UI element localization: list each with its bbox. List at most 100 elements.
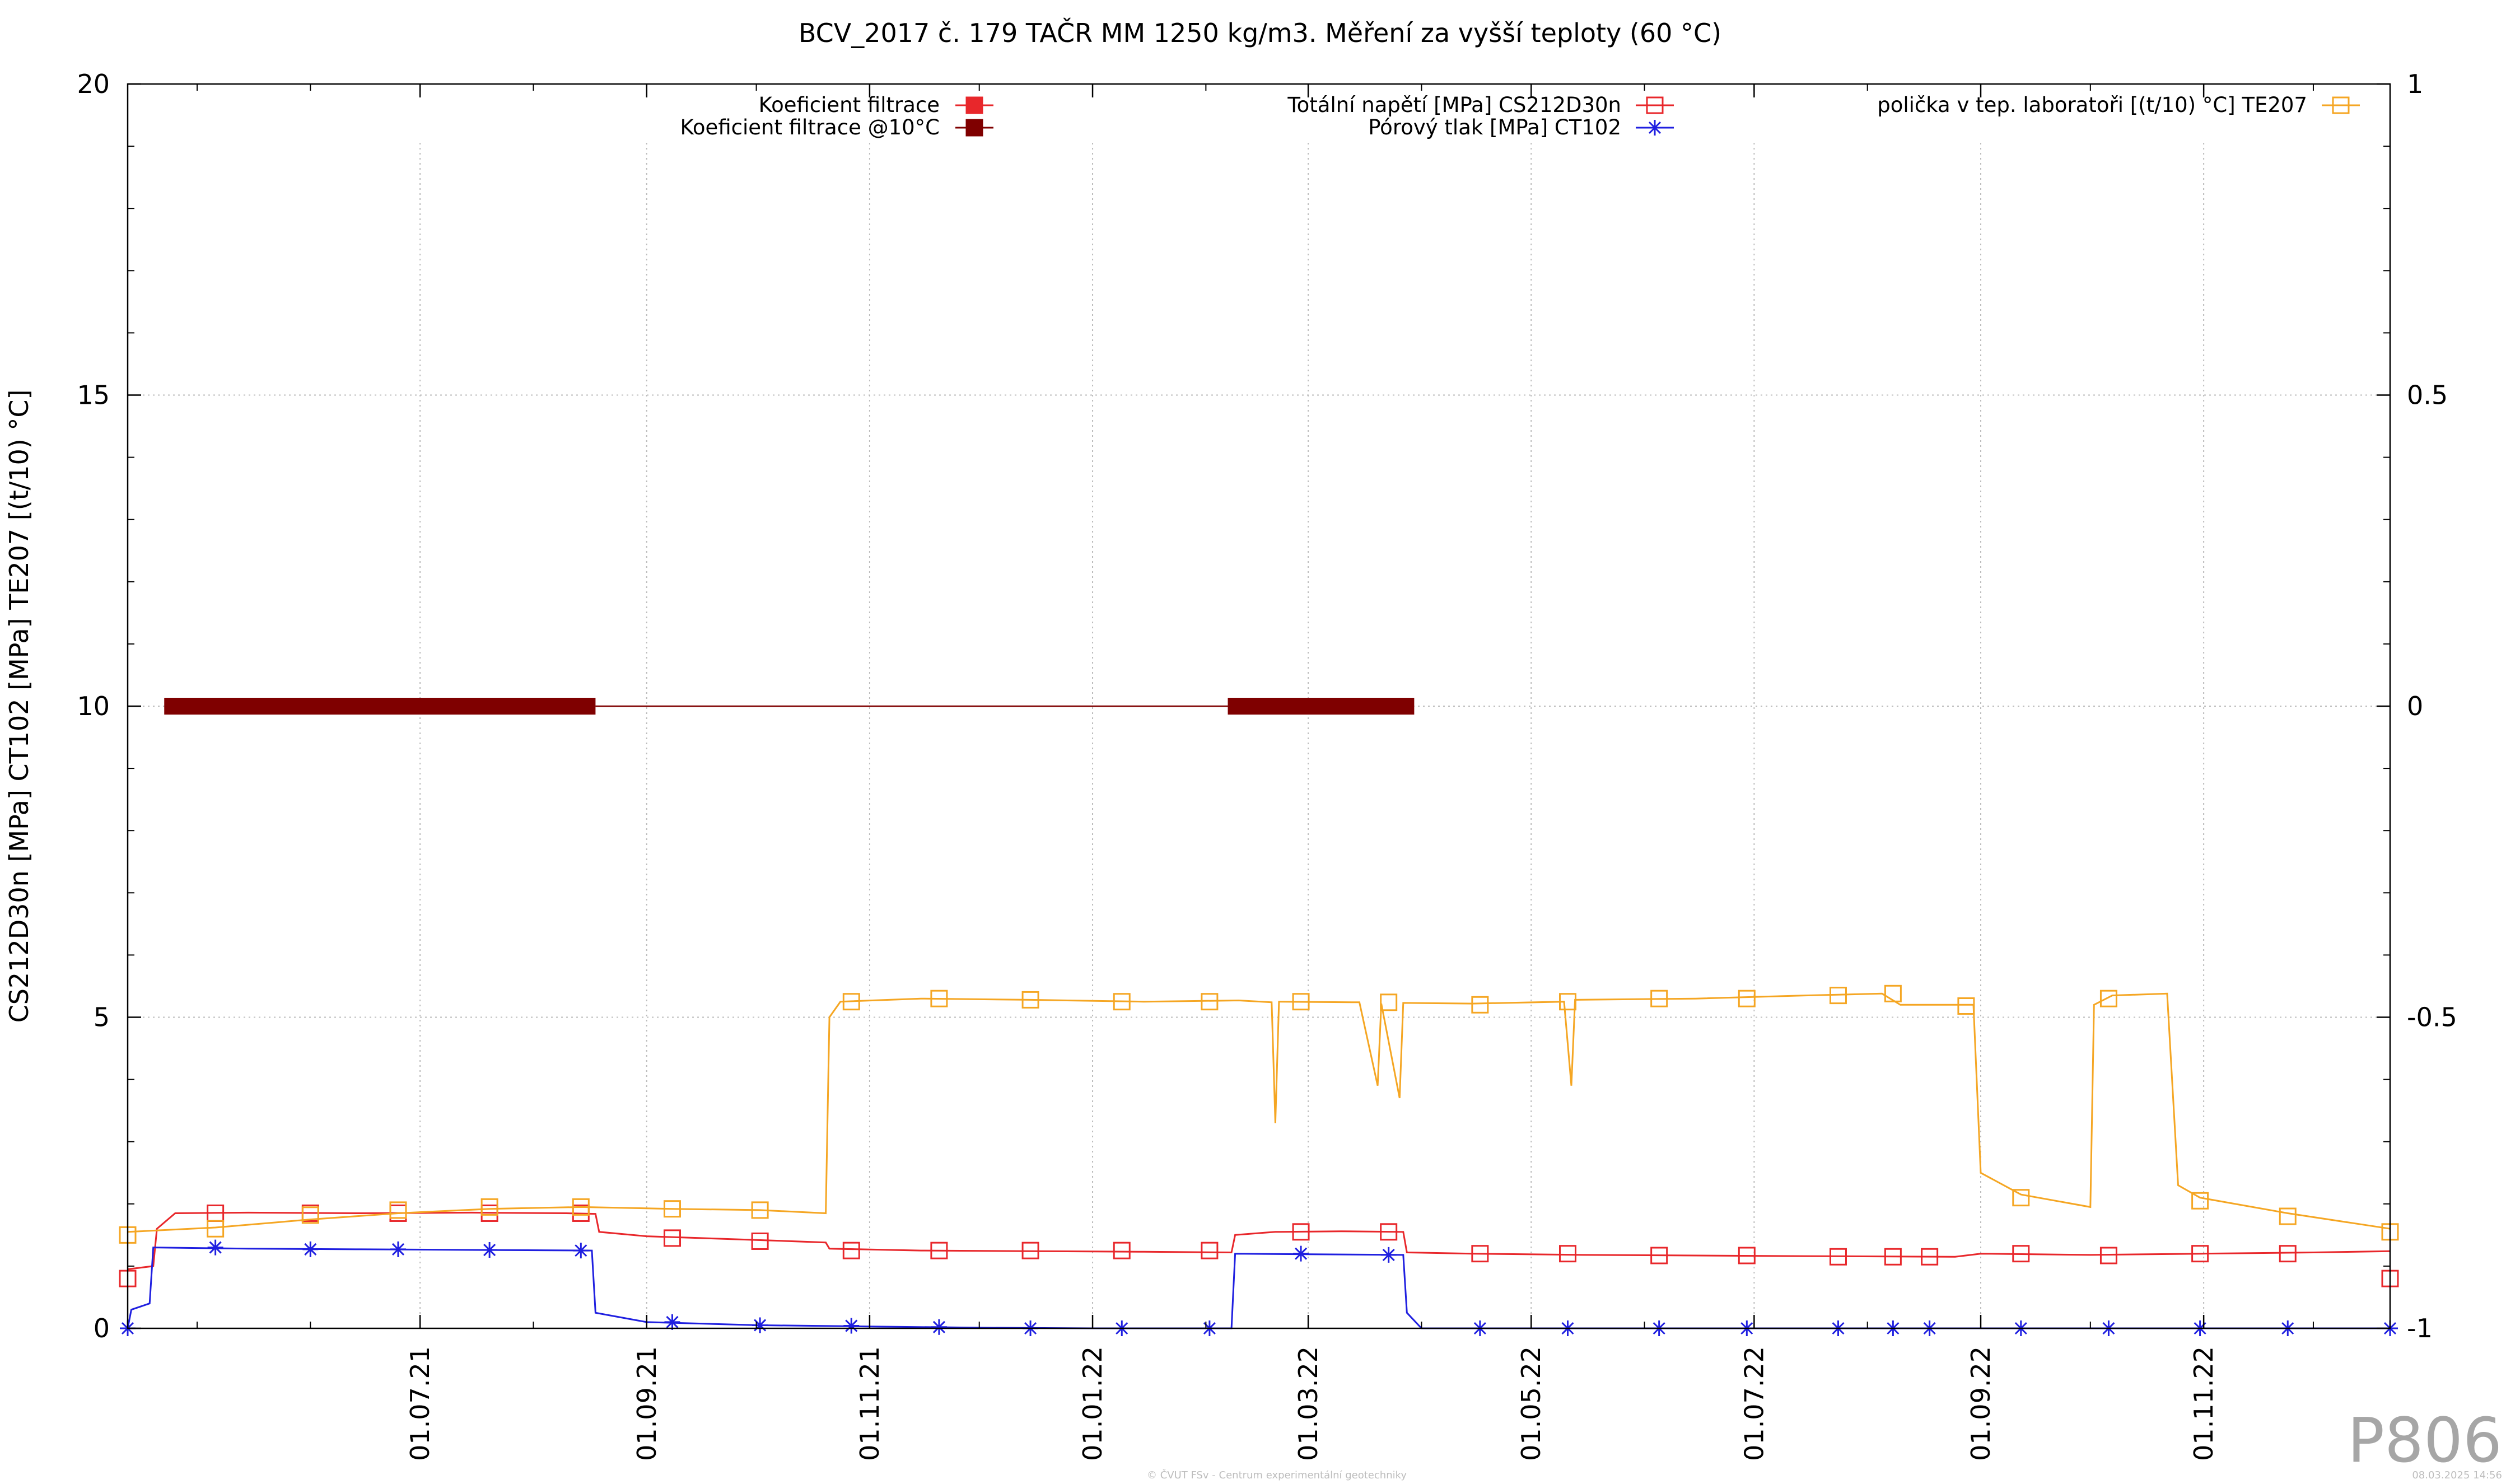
series-point-2 [2012, 1189, 2030, 1207]
series-point-1 [752, 1317, 768, 1333]
series-point-0 [1738, 1247, 1756, 1264]
x-tick-label: 01.11.22 [2188, 1346, 2219, 1461]
x-tick-label: 01.09.21 [632, 1346, 662, 1461]
series-point-2 [1113, 993, 1131, 1011]
series-point-0 [1380, 1223, 1398, 1241]
series-point-2 [1471, 996, 1489, 1014]
series-point-1 [1380, 1247, 1397, 1263]
series-point-0 [1884, 1248, 1902, 1266]
series-point-2 [1884, 984, 1902, 1002]
series-point-2 [1559, 993, 1577, 1011]
series-point-1 [207, 1239, 223, 1256]
legend-label: polička v tep. laboratoři [(t/10) °C] TE… [1877, 93, 2307, 117]
series-point-2 [663, 1200, 681, 1218]
series-point-2 [207, 1220, 225, 1238]
y-tick-label: 5 [94, 1002, 110, 1033]
x-tick-label: 01.09.22 [1966, 1346, 1996, 1461]
y-tick-label: 20 [77, 69, 110, 99]
series-point-0 [1471, 1245, 1489, 1263]
series-point-2 [1650, 990, 1668, 1007]
series-point-1 [843, 1318, 860, 1334]
x-tick-label: 01.11.21 [855, 1346, 885, 1461]
legend-label: Koeficient filtrace @10°C [680, 115, 940, 139]
series-line-0 [127, 1211, 2391, 1270]
watermark: P806 [2348, 1404, 2502, 1476]
series-point-0 [2099, 1247, 2117, 1264]
series-point-2 [2191, 1192, 2209, 1210]
y2-tick-label: 0 [2407, 691, 2423, 721]
y-tick-label: 0 [94, 1313, 110, 1343]
series-point-0 [1292, 1223, 1310, 1241]
series-point-0 [1559, 1245, 1577, 1263]
y2-tick-label: 1 [2407, 69, 2423, 99]
series-point-2 [1829, 987, 1847, 1005]
x-tick-label: 01.01.22 [1077, 1346, 1108, 1461]
series-point-2 [480, 1198, 498, 1216]
series-line-2 [127, 992, 2391, 1233]
series-point-0 [842, 1242, 860, 1259]
series-point-1 [482, 1242, 498, 1258]
series-point-0 [1829, 1248, 1847, 1266]
footer-copyright: © ČVUT FSv - Centrum experimentální geot… [1147, 1469, 1407, 1481]
series-point-0 [1021, 1242, 1039, 1259]
series-point-1 [931, 1319, 947, 1335]
x-tick-label: 01.07.22 [1739, 1346, 1769, 1461]
y2-tick-label: -1 [2407, 1313, 2433, 1343]
series-point-2 [842, 993, 860, 1011]
series-point-2 [389, 1201, 407, 1219]
legend-marker [1646, 96, 1664, 114]
series-point-2 [2279, 1207, 2297, 1225]
y-tick-label: 15 [77, 380, 110, 410]
x-tick-label: 01.07.21 [405, 1346, 435, 1461]
series-point-0 [2012, 1245, 2030, 1263]
legend-marker [2332, 96, 2350, 114]
legend-marker [1647, 120, 1663, 136]
legend-label: Totální napětí [MPa] CS212D30n [1287, 93, 1621, 117]
series-point-2 [1380, 993, 1398, 1011]
chart-title: BCV_2017 č. 179 TAČR MM 1250 kg/m3. Měře… [799, 17, 1721, 48]
series-point-1 [302, 1241, 319, 1257]
filtration-10c-block [164, 698, 596, 715]
series-point-2 [930, 990, 948, 1007]
series-point-2 [572, 1198, 590, 1216]
legend-label: Koeficient filtrace [759, 93, 940, 117]
legend-marker [965, 96, 983, 114]
series-point-0 [1113, 1242, 1131, 1259]
series-point-1 [664, 1314, 680, 1330]
series-point-0 [663, 1229, 681, 1247]
series-point-2 [1021, 991, 1039, 1009]
footer-timestamp: 08.03.2025 14:56 [2412, 1469, 2502, 1481]
grid [128, 143, 2390, 1328]
y-axis-label: CS212D30n [MPa] CT102 [MPa] TE207 [(t/10… [4, 390, 34, 1023]
ticks: 0 5 10 15 20 -1 -0.5 0 0.5 1 01.07.21 01.09.21 01.11… [77, 69, 2457, 1461]
series-point-0 [2191, 1245, 2209, 1263]
x-tick-label: 01.03.22 [1293, 1346, 1323, 1461]
y2-tick-label: 0.5 [2407, 380, 2448, 410]
series-point-2 [1201, 993, 1219, 1011]
series-point-1 [1293, 1245, 1309, 1262]
series-point-0 [751, 1232, 769, 1250]
x-tick-label: 01.05.22 [1516, 1346, 1546, 1461]
series-point-2 [1292, 993, 1310, 1011]
series-line-1 [127, 1247, 2390, 1329]
legend-marker [965, 119, 983, 137]
series-point-0 [1921, 1248, 1939, 1266]
series-point-2 [1957, 997, 1975, 1015]
y-tick-label: 10 [77, 691, 110, 721]
series-point-2 [301, 1206, 319, 1224]
series-point-0 [1650, 1247, 1668, 1264]
series-point-0 [930, 1242, 948, 1259]
series-point-2 [2099, 990, 2117, 1007]
series-point-2 [751, 1201, 769, 1219]
y2-tick-label: -0.5 [2407, 1002, 2457, 1033]
series-point-0 [2279, 1245, 2297, 1263]
series-point-0 [1201, 1242, 1219, 1259]
filtration-10c-block [1228, 698, 1415, 715]
series-point-1 [390, 1241, 406, 1257]
legend-label: Pórový tlak [MPa] CT102 [1368, 115, 1621, 139]
series-point-1 [573, 1243, 589, 1259]
series-point-2 [1738, 990, 1756, 1007]
series-layer [119, 698, 2399, 1336]
